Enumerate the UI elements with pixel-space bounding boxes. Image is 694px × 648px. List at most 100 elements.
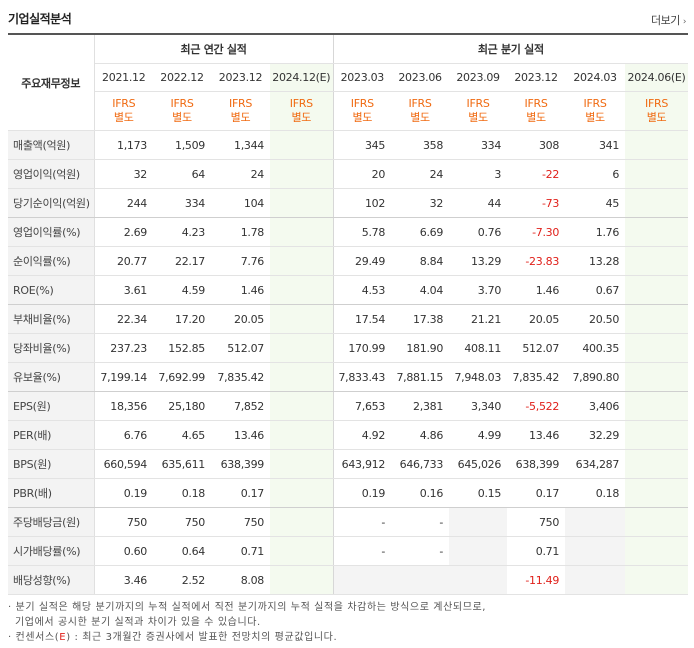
ifrs-top: IFRS bbox=[524, 97, 548, 110]
data-cell bbox=[625, 420, 689, 450]
ifrs-top: IFRS bbox=[289, 97, 313, 110]
data-cell bbox=[625, 246, 689, 276]
data-cell bbox=[625, 304, 689, 334]
data-cell: 4.53 bbox=[332, 275, 392, 305]
table-row: 당좌비율(%) 237.23 152.85 512.07 170.99 181.90 408… bbox=[8, 333, 689, 363]
row-label: 주당배당금(원) bbox=[8, 507, 95, 537]
data-cell: 44 bbox=[449, 188, 508, 218]
more-label: 더보기 bbox=[651, 14, 680, 27]
data-cell: 2.69 bbox=[94, 217, 153, 247]
ifrs-label: IFRS 별도 bbox=[332, 91, 392, 131]
table-row: 매출액(억원) 1,173 1,509 1,344 345 358 334 308 341 bbox=[8, 130, 689, 160]
data-cell: 22.17 bbox=[153, 246, 211, 276]
data-cell bbox=[625, 130, 689, 160]
data-cell: 3.46 bbox=[94, 565, 153, 595]
more-link[interactable]: 더보기 › bbox=[651, 12, 687, 28]
row-label: ROE(%) bbox=[8, 275, 95, 305]
data-cell: 512.07 bbox=[507, 333, 566, 363]
data-cell: 308 bbox=[507, 130, 566, 160]
data-cell bbox=[449, 507, 508, 537]
data-cell: 2,381 bbox=[391, 391, 450, 421]
data-cell: 334 bbox=[449, 130, 508, 160]
data-cell bbox=[625, 159, 689, 189]
data-cell: 635,611 bbox=[153, 449, 211, 479]
data-cell: 7,948.03 bbox=[449, 362, 508, 392]
table-row: 영업이익률(%) 2.69 4.23 1.78 5.78 6.69 0.76 -7.30 1.7… bbox=[8, 217, 689, 247]
data-cell bbox=[449, 536, 508, 566]
data-cell: 7,199.14 bbox=[94, 362, 153, 392]
ifrs-top: IFRS bbox=[645, 97, 669, 110]
ifrs-bottom: 별도 bbox=[352, 111, 373, 124]
data-cell: 1,509 bbox=[153, 130, 211, 160]
row-label: 매출액(억원) bbox=[8, 130, 95, 160]
data-cell: 634,287 bbox=[565, 449, 626, 479]
footnotes: · 분기 실적은 해당 분기까지의 누적 실적에서 직전 분기까지의 누적 실적… bbox=[8, 600, 486, 645]
data-cell bbox=[625, 565, 689, 595]
data-cell: 25,180 bbox=[153, 391, 211, 421]
ifrs-top: IFRS bbox=[583, 97, 607, 110]
period-header: 2024.06(E) bbox=[625, 63, 689, 92]
data-cell: 21.21 bbox=[449, 304, 508, 334]
data-cell: 4.92 bbox=[332, 420, 392, 450]
data-cell bbox=[625, 217, 689, 247]
row-label: BPS(원) bbox=[8, 449, 95, 479]
table-row: 주당배당금(원) 750 750 750- -750 bbox=[8, 507, 689, 537]
data-cell: 400.35 bbox=[565, 333, 626, 363]
data-cell bbox=[270, 507, 334, 537]
note-line-3: · 컨센서스(E) : 최근 3개월간 증권사에서 발표한 전망치의 평균값입니… bbox=[8, 630, 486, 645]
data-cell: 6.76 bbox=[94, 420, 153, 450]
data-cell: 512.07 bbox=[211, 333, 270, 363]
data-cell bbox=[270, 188, 334, 218]
data-cell: 181.90 bbox=[391, 333, 450, 363]
data-cell: 0.18 bbox=[153, 478, 211, 508]
data-cell: 1,173 bbox=[94, 130, 153, 160]
data-cell: -5,522 bbox=[507, 391, 566, 421]
period-header: 2023.12 bbox=[507, 63, 566, 92]
ifrs-bottom: 별도 bbox=[410, 111, 430, 124]
data-cell: 341 bbox=[565, 130, 626, 160]
data-cell bbox=[270, 275, 334, 305]
table-row: 영업이익(억원) 32 64 24 20 24 3 -22 6 bbox=[8, 159, 689, 189]
data-cell bbox=[449, 565, 508, 595]
table-row: PBR(배) 0.19 0.18 0.17 0.19 0.16 0.15 0.17 0.18 bbox=[8, 478, 689, 508]
data-cell bbox=[270, 246, 334, 276]
data-cell bbox=[625, 478, 689, 508]
data-cell bbox=[565, 536, 626, 566]
data-cell: 20.05 bbox=[211, 304, 270, 334]
table-row: BPS(원) 660,594 635,611 638,399 643,912 646,73… bbox=[8, 449, 689, 479]
data-cell: 13.29 bbox=[449, 246, 508, 276]
table-row: ROE(%) 3.61 4.59 1.46 4.53 4.04 3.70 1.46 0.67 bbox=[8, 275, 689, 305]
ifrs-label: IFRS 별도 bbox=[507, 91, 566, 131]
row-label: 부채비율(%) bbox=[8, 304, 95, 334]
period-header: 2024.03 bbox=[565, 63, 626, 92]
data-cell: 638,399 bbox=[211, 449, 270, 479]
ifrs-bottom: 별도 bbox=[113, 111, 134, 124]
data-cell: 13.46 bbox=[507, 420, 566, 450]
data-cell bbox=[565, 507, 626, 537]
data-cell bbox=[625, 449, 689, 479]
data-cell: 4.65 bbox=[153, 420, 211, 450]
data-cell: 0.60 bbox=[94, 536, 153, 566]
data-cell: 750 bbox=[211, 507, 270, 537]
data-cell: 0.17 bbox=[211, 478, 270, 508]
data-cell: 4.99 bbox=[449, 420, 508, 450]
data-cell bbox=[391, 565, 450, 595]
row-label: 영업이익률(%) bbox=[8, 217, 95, 247]
data-cell: 638,399 bbox=[507, 449, 566, 479]
data-cell: 0.19 bbox=[332, 478, 392, 508]
data-cell: 1.46 bbox=[211, 275, 270, 305]
table-row: EPS(원) 18,356 25,180 7,852 7,653 2,381 3,340 -5… bbox=[8, 391, 689, 421]
data-cell: 22.34 bbox=[94, 304, 153, 334]
ifrs-label: IFRS 별도 bbox=[391, 91, 450, 131]
data-cell bbox=[625, 362, 689, 392]
ifrs-label: IFRS 별도 bbox=[270, 91, 334, 131]
data-cell: 2.52 bbox=[153, 565, 211, 595]
data-cell: 24 bbox=[391, 159, 450, 189]
data-cell: 13.28 bbox=[565, 246, 626, 276]
data-cell: 3,340 bbox=[449, 391, 508, 421]
row-label: 순이익률(%) bbox=[8, 246, 95, 276]
row-label: 배당성향(%) bbox=[8, 565, 95, 595]
data-cell: 13.46 bbox=[211, 420, 270, 450]
ifrs-bottom: 별도 bbox=[172, 111, 192, 124]
data-cell: 237.23 bbox=[94, 333, 153, 363]
